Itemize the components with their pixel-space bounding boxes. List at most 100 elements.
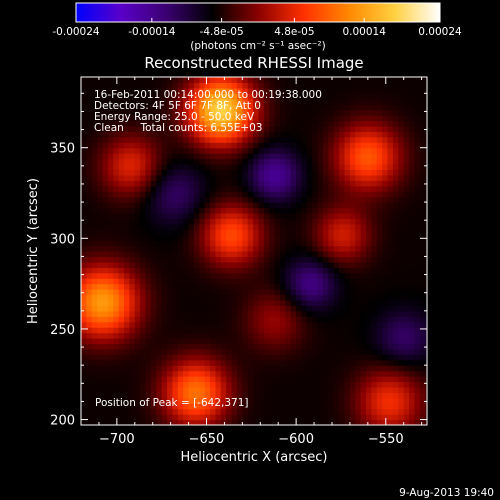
heatmap-cell	[263, 272, 270, 279]
heatmap-cell	[339, 278, 346, 285]
heatmap-cell	[306, 191, 313, 198]
heatmap-cell	[339, 321, 346, 328]
heatmap-cell	[360, 93, 367, 100]
heatmap-cell	[86, 207, 93, 214]
heatmap-cell	[366, 316, 373, 323]
heatmap-cell	[279, 338, 286, 345]
heatmap-cell	[177, 120, 184, 127]
heatmap-cell	[140, 386, 147, 393]
heatmap-cell	[129, 153, 136, 160]
heatmap-cell	[323, 321, 329, 328]
heatmap-cell	[140, 370, 147, 377]
heatmap-cell	[188, 245, 195, 252]
heatmap-cell	[296, 77, 303, 84]
heatmap-cell	[376, 109, 383, 116]
heatmap-cell	[102, 261, 109, 268]
heatmap-cell	[258, 327, 265, 334]
heatmap-cell	[392, 115, 399, 122]
heatmap-cell	[328, 212, 335, 219]
heatmap-cell	[124, 354, 131, 361]
heatmap-cell	[263, 93, 270, 100]
heatmap-cell	[199, 343, 206, 350]
heatmap-cell	[161, 321, 168, 328]
heatmap-cell	[409, 354, 416, 361]
heatmap-cell	[102, 354, 109, 361]
heatmap-cell	[140, 278, 147, 285]
heatmap-cell	[398, 164, 405, 171]
heatmap-cell	[306, 164, 313, 171]
heatmap-cell	[215, 147, 222, 154]
heatmap-cell	[290, 348, 297, 355]
heatmap-cell	[403, 223, 410, 230]
heatmap-cell	[409, 359, 416, 366]
y-tick-label: 300	[50, 232, 75, 247]
heatmap-cell	[81, 397, 87, 404]
heatmap-cell	[199, 310, 206, 317]
heatmap-cell	[91, 419, 98, 425]
heatmap-cell	[247, 109, 254, 116]
heatmap-cell	[242, 370, 249, 377]
heatmap-cell	[414, 348, 421, 355]
heatmap-cell	[231, 169, 238, 176]
heatmap-cell	[247, 229, 254, 236]
heatmap-cell	[263, 169, 270, 176]
heatmap-cell	[107, 403, 114, 410]
heatmap-cell	[145, 234, 152, 241]
heatmap-cell	[226, 158, 233, 165]
heatmap-cell	[107, 338, 114, 345]
heatmap-cell	[349, 299, 356, 306]
heatmap-cell	[140, 392, 147, 399]
heatmap-cell	[226, 370, 233, 377]
colorbar-tick-label: -4.8e-05	[200, 26, 244, 38]
heatmap-cell	[355, 218, 362, 225]
heatmap-cell	[188, 283, 195, 290]
heatmap-cell	[150, 77, 157, 84]
heatmap-cell	[376, 229, 383, 236]
heatmap-cell	[167, 136, 174, 143]
heatmap-cell	[145, 180, 152, 187]
heatmap-cell	[167, 212, 174, 219]
heatmap-cell	[360, 87, 367, 94]
heatmap-cell	[118, 218, 125, 225]
heatmap-cell	[274, 299, 281, 306]
heatmap-cell	[97, 278, 104, 285]
heatmap-cell	[242, 87, 249, 94]
heatmap-cell	[220, 343, 227, 350]
heatmap-cell	[107, 381, 114, 388]
heatmap-cell	[301, 251, 308, 258]
heatmap-cell	[129, 93, 136, 100]
heatmap-cell	[398, 202, 405, 209]
heatmap-cell	[355, 419, 362, 425]
heatmap-cell	[134, 343, 141, 350]
heatmap-cell	[124, 136, 131, 143]
heatmap-cell	[301, 142, 308, 149]
heatmap-cell	[81, 93, 87, 100]
heatmap-cell	[387, 419, 394, 425]
heatmap-cell	[382, 316, 389, 323]
heatmap-cell	[301, 310, 308, 317]
heatmap-cell	[360, 272, 367, 279]
heatmap-cell	[371, 164, 378, 171]
heatmap-cell	[317, 338, 324, 345]
heatmap-cell	[296, 207, 303, 214]
heatmap-cell	[242, 386, 249, 393]
heatmap-cell	[242, 261, 249, 268]
heatmap-cell	[253, 310, 260, 317]
heatmap-cell	[366, 147, 373, 154]
heatmap-cell	[204, 283, 211, 290]
heatmap-cell	[231, 294, 238, 301]
heatmap-cell	[409, 125, 416, 132]
heatmap-cell	[183, 207, 190, 214]
heatmap-cell	[366, 115, 373, 122]
heatmap-cell	[317, 164, 324, 171]
heatmap-cell	[102, 77, 109, 84]
heatmap-cell	[188, 164, 195, 171]
heatmap-cell	[306, 327, 313, 334]
heatmap-cell	[279, 196, 286, 203]
heatmap-cell	[118, 354, 125, 361]
heatmap-cell	[226, 125, 233, 132]
heatmap-cell	[339, 164, 346, 171]
heatmap-cell	[161, 218, 168, 225]
heatmap-cell	[172, 370, 179, 377]
heatmap-cell	[306, 278, 313, 285]
